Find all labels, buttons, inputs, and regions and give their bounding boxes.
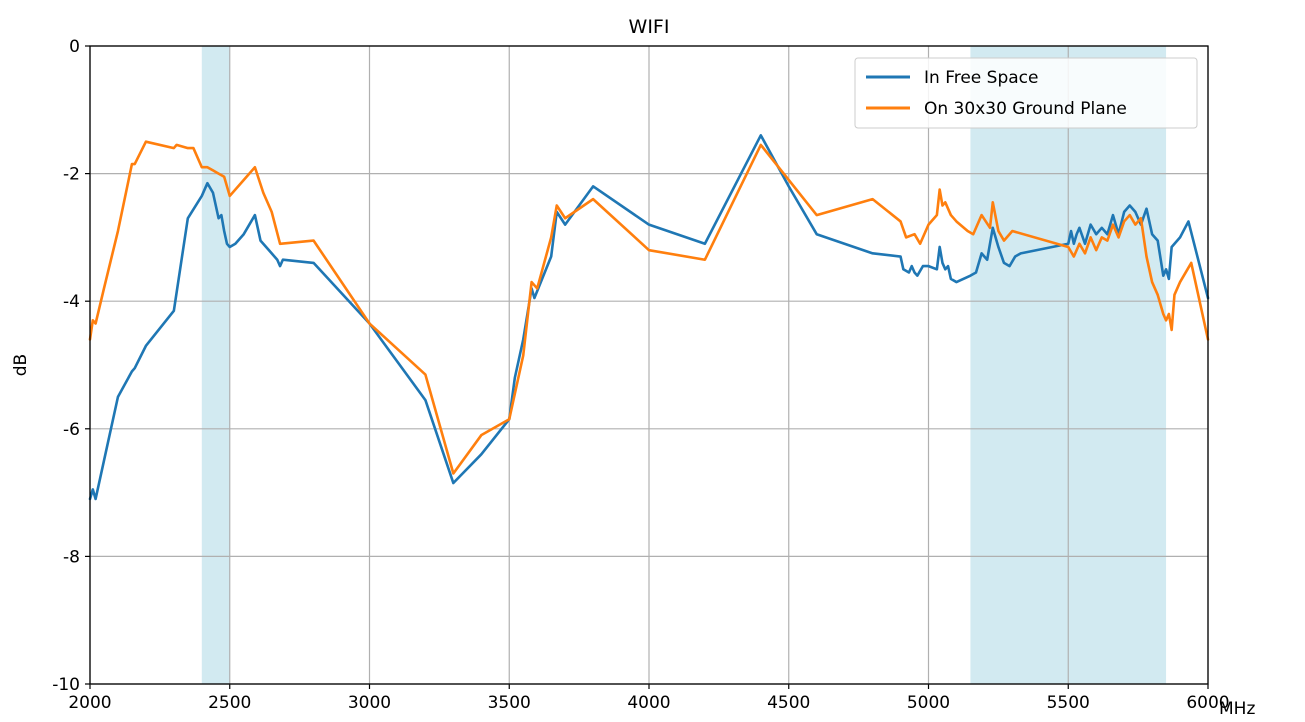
y-tick-label--8: -8	[63, 547, 80, 567]
y-tick-label--4: -4	[63, 292, 80, 312]
x-tick-labels: 2000 2500 3000 3500 4000 4500 5000 5500 6000	[68, 693, 1229, 713]
x-tick-label-2500: 2500	[208, 693, 251, 713]
band-layer	[201, 46, 1167, 684]
band-0	[201, 46, 230, 684]
x-tick-label-6000: 6000	[1186, 693, 1229, 713]
y-tick-label-0: 0	[69, 37, 80, 57]
y-axis-label: dB	[11, 354, 31, 376]
legend: In Free Space On 30x30 Ground Plane	[854, 57, 1198, 129]
legend-label-free-space: In Free Space	[924, 68, 1038, 88]
x-tick-label-5500: 5500	[1047, 693, 1090, 713]
x-tick-label-3000: 3000	[348, 693, 391, 713]
x-tick-label-5000: 5000	[907, 693, 950, 713]
x-tick-label-2000: 2000	[68, 693, 111, 713]
series-line-0	[88, 134, 1210, 501]
x-axis-label: MHz	[1219, 699, 1255, 719]
x-tick-label-4000: 4000	[627, 693, 670, 713]
y-tick-labels: 0 -2 -4 -6 -8 -10	[52, 37, 80, 695]
series-layer	[88, 134, 1210, 501]
x-tick-label-3500: 3500	[488, 693, 531, 713]
legend-box	[854, 57, 1198, 129]
y-tick-label--2: -2	[63, 165, 80, 185]
plot-frame	[89, 45, 1209, 685]
chart-title: WIFI	[629, 16, 670, 38]
x-tick-label-4500: 4500	[767, 693, 810, 713]
y-tick-label--6: -6	[63, 420, 80, 440]
series-line-1	[88, 140, 1210, 475]
y-tick-label--10: -10	[52, 675, 80, 695]
legend-label-ground-plane: On 30x30 Ground Plane	[924, 99, 1127, 119]
